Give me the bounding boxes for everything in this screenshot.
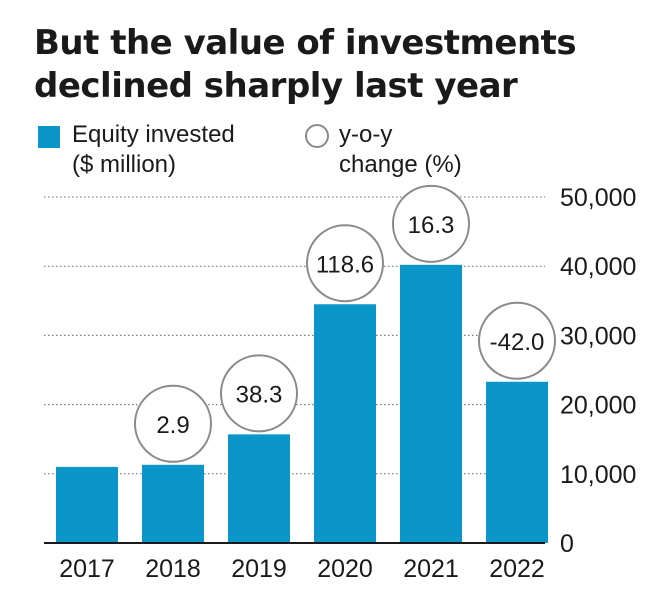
change-label: 2.9 bbox=[156, 412, 189, 439]
bar bbox=[486, 381, 548, 543]
y-tick-label: 20,000 bbox=[560, 392, 636, 420]
y-tick-label: 50,000 bbox=[560, 184, 636, 212]
bar bbox=[142, 464, 204, 543]
legend-circle-label-line-1: y-o-y bbox=[339, 121, 393, 148]
legend-bar-swatch bbox=[38, 126, 60, 148]
change-circle bbox=[134, 384, 212, 463]
change-circle bbox=[478, 301, 556, 380]
legend-bar-label-line-1: Equity invested bbox=[72, 121, 235, 148]
bar bbox=[314, 304, 376, 543]
x-tick-label: 2020 bbox=[317, 555, 373, 583]
bar bbox=[228, 434, 290, 543]
legend-bar-label: Equity invested ($ million) bbox=[72, 120, 235, 180]
x-tick-label: 2019 bbox=[231, 555, 287, 583]
chart-title: But the value of investments declined sh… bbox=[34, 22, 634, 108]
bar bbox=[56, 466, 118, 543]
y-tick-label: 40,000 bbox=[560, 253, 636, 281]
change-label: 16.3 bbox=[408, 212, 455, 239]
y-tick-label: 0 bbox=[560, 530, 574, 558]
change-label: 38.3 bbox=[236, 381, 283, 408]
legend-circle-swatch bbox=[305, 124, 329, 148]
y-tick-label: 30,000 bbox=[560, 322, 636, 350]
title-line-1: But the value of investments bbox=[34, 23, 577, 63]
change-circle bbox=[392, 184, 470, 263]
title-line-2: declined sharply last year bbox=[34, 66, 518, 106]
change-circle bbox=[220, 354, 298, 433]
legend-circle-label-line-2: change (%) bbox=[339, 151, 462, 178]
change-label: -42.0 bbox=[490, 329, 545, 356]
legend-bar-label-line-2: ($ million) bbox=[72, 151, 177, 178]
legend-circle-label: y-o-y change (%) bbox=[339, 120, 462, 180]
x-tick-label: 2022 bbox=[489, 555, 545, 583]
x-tick-label: 2018 bbox=[145, 555, 201, 583]
bar bbox=[400, 264, 462, 543]
x-tick-label: 2021 bbox=[403, 555, 459, 583]
y-tick-label: 10,000 bbox=[560, 461, 636, 489]
change-label: 118.6 bbox=[316, 251, 374, 278]
x-tick-label: 2017 bbox=[59, 555, 115, 583]
change-circle bbox=[306, 224, 384, 303]
